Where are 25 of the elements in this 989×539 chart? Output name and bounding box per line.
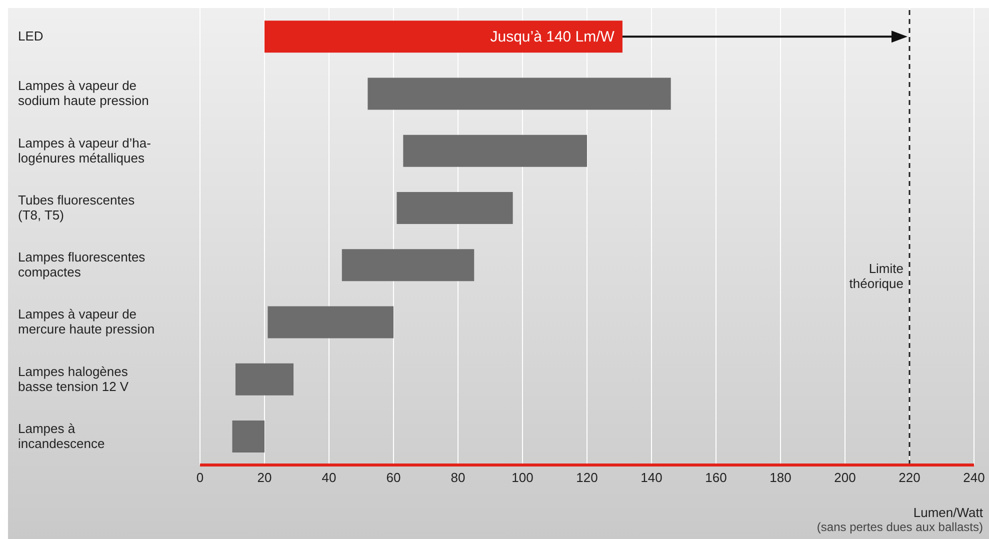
y-tick-label: LED <box>18 28 44 44</box>
x-tick-label: 0 <box>196 470 204 486</box>
y-tick-label: Lampes à vapeur d’ha- logénures métalliques <box>18 135 151 166</box>
x-tick-label: 160 <box>705 470 727 486</box>
y-tick-label: Lampes fluorescentes compactes <box>18 250 146 280</box>
x-tick-label: 240 <box>963 470 985 486</box>
x-tick-label: 60 <box>386 470 401 486</box>
x-tick-label: 200 <box>834 470 856 486</box>
x-tick-label: 220 <box>898 470 920 486</box>
annotation: Jusqu’à 140 Lm/W <box>490 28 616 46</box>
x-tick-label: 120 <box>576 470 598 486</box>
y-tick-label: Lampes à vapeur de sodium haute pression <box>18 78 149 108</box>
x-tick-label: 100 <box>512 470 534 486</box>
x-tick-label: 80 <box>450 470 466 486</box>
x-axis-title: Lumen/Watt <box>912 505 983 520</box>
x-tick-label: 140 <box>640 470 662 486</box>
x-tick-label: 180 <box>770 470 792 486</box>
y-tick-label: Lampes halogènes basse tension 12 V <box>18 364 129 394</box>
ref-line-label: Limite théorique <box>849 261 904 292</box>
y-tick-label: Lampes à vapeur de mercure haute pression <box>18 306 155 337</box>
text: (sans pertes dues aux ballasts) <box>816 520 983 535</box>
y-tick-label: Tubes fluorescentes (T8, T5) <box>18 192 136 222</box>
x-tick-label: 20 <box>257 470 272 486</box>
y-tick-label: Lampes à incandescence <box>18 420 105 451</box>
x-tick-label: 40 <box>322 470 336 486</box>
